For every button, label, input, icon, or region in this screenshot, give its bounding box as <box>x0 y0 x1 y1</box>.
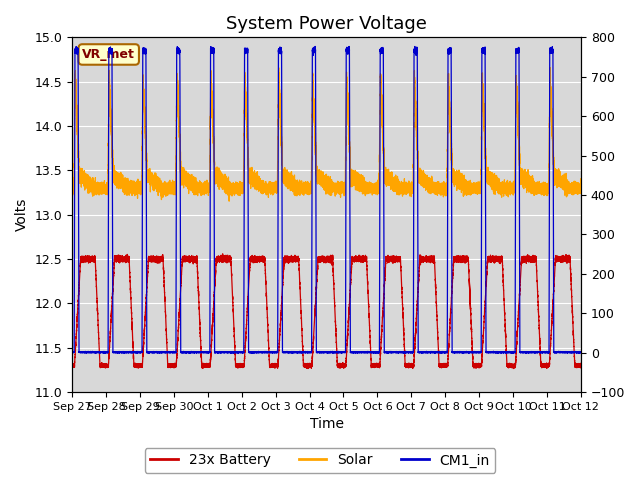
Y-axis label: Volts: Volts <box>15 198 29 231</box>
Text: VR_met: VR_met <box>83 48 135 61</box>
X-axis label: Time: Time <box>310 418 344 432</box>
Title: System Power Voltage: System Power Voltage <box>226 15 427 33</box>
Legend: 23x Battery, Solar, CM1_in: 23x Battery, Solar, CM1_in <box>145 448 495 473</box>
